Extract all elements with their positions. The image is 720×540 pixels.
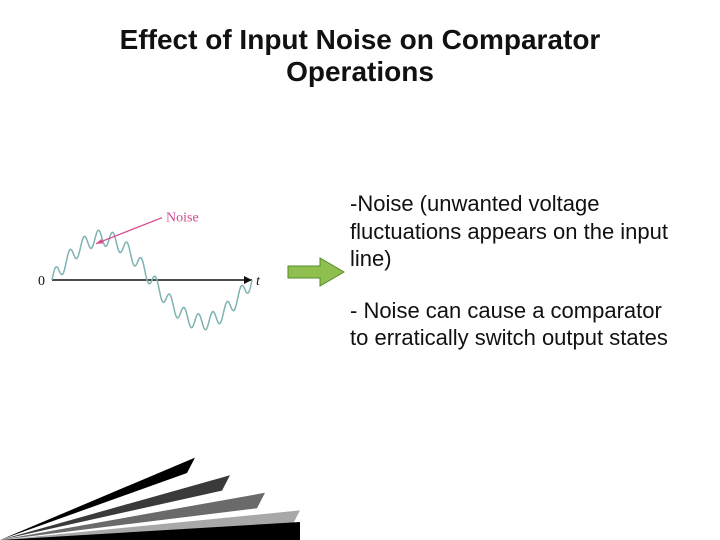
corner-wedge-svg [0, 430, 300, 540]
bullet-2: - Noise can cause a comparator to errati… [350, 297, 680, 352]
noise-diagram-svg: 0 t Noise [22, 210, 282, 360]
svg-text:0: 0 [38, 274, 45, 289]
block-arrow-icon [286, 254, 346, 290]
noise-diagram: 0 t Noise [22, 210, 282, 360]
slide-title: Effect of Input Noise on Comparator Oper… [60, 24, 660, 88]
svg-text:t: t [256, 274, 261, 289]
slide: Effect of Input Noise on Comparator Oper… [0, 0, 720, 540]
bullet-1: -Noise (unwanted voltage fluctuations ap… [350, 190, 680, 273]
arrow-right [286, 254, 346, 290]
bullet-list: -Noise (unwanted voltage fluctuations ap… [350, 190, 680, 376]
corner-wedge [0, 430, 300, 540]
svg-text:Noise: Noise [166, 211, 199, 226]
